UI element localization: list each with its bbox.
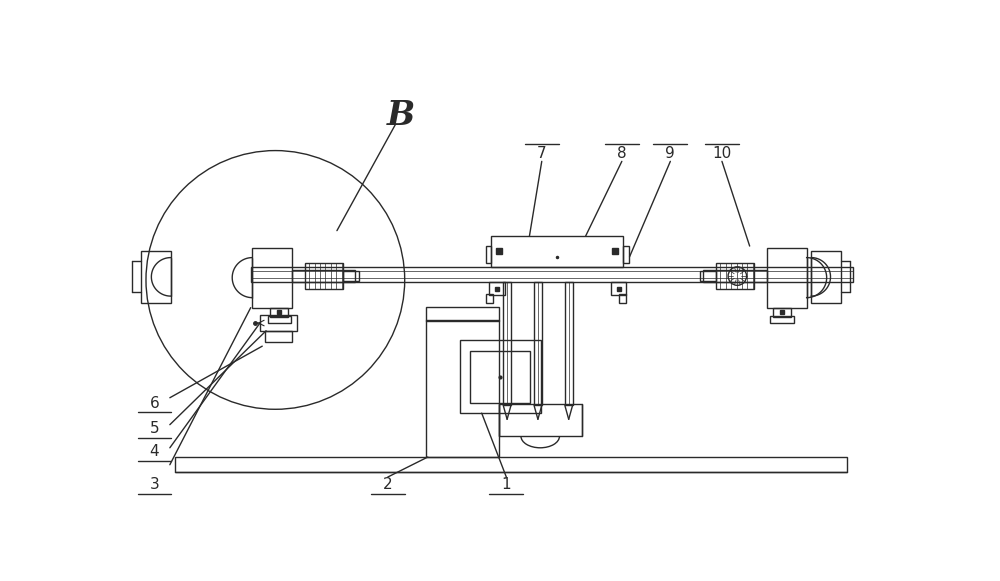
- Bar: [767, 248, 807, 308]
- Bar: [773, 308, 791, 317]
- Bar: [811, 250, 841, 303]
- Bar: [470, 351, 530, 403]
- Bar: [486, 246, 491, 263]
- Bar: [343, 271, 359, 281]
- Bar: [534, 282, 542, 406]
- Bar: [426, 307, 499, 321]
- Bar: [305, 263, 343, 289]
- Bar: [252, 248, 292, 308]
- Bar: [175, 457, 847, 472]
- Text: 6: 6: [150, 396, 159, 411]
- Bar: [703, 270, 767, 282]
- Bar: [623, 246, 629, 263]
- Bar: [565, 282, 573, 406]
- Bar: [716, 263, 754, 289]
- Bar: [268, 316, 291, 323]
- Bar: [292, 270, 355, 282]
- Text: 2: 2: [383, 477, 393, 492]
- Text: 9: 9: [665, 146, 675, 161]
- Bar: [460, 340, 541, 413]
- Bar: [489, 282, 505, 295]
- Text: 3: 3: [150, 477, 159, 492]
- Bar: [503, 282, 511, 406]
- Bar: [619, 294, 626, 303]
- Bar: [141, 250, 171, 303]
- Text: 1: 1: [502, 477, 511, 492]
- Text: 10: 10: [712, 146, 732, 161]
- Text: B: B: [387, 99, 415, 132]
- Bar: [770, 316, 794, 323]
- Text: 8: 8: [617, 146, 627, 161]
- Bar: [611, 282, 626, 295]
- Text: 5: 5: [150, 421, 159, 436]
- Bar: [251, 271, 853, 278]
- Bar: [486, 294, 493, 303]
- Bar: [499, 404, 582, 436]
- Bar: [270, 308, 288, 317]
- Bar: [700, 271, 716, 281]
- Text: 7: 7: [537, 146, 547, 161]
- Bar: [251, 267, 853, 282]
- Bar: [426, 320, 499, 457]
- Bar: [265, 331, 292, 342]
- Text: 4: 4: [150, 444, 159, 459]
- Bar: [260, 315, 297, 331]
- Bar: [491, 236, 623, 267]
